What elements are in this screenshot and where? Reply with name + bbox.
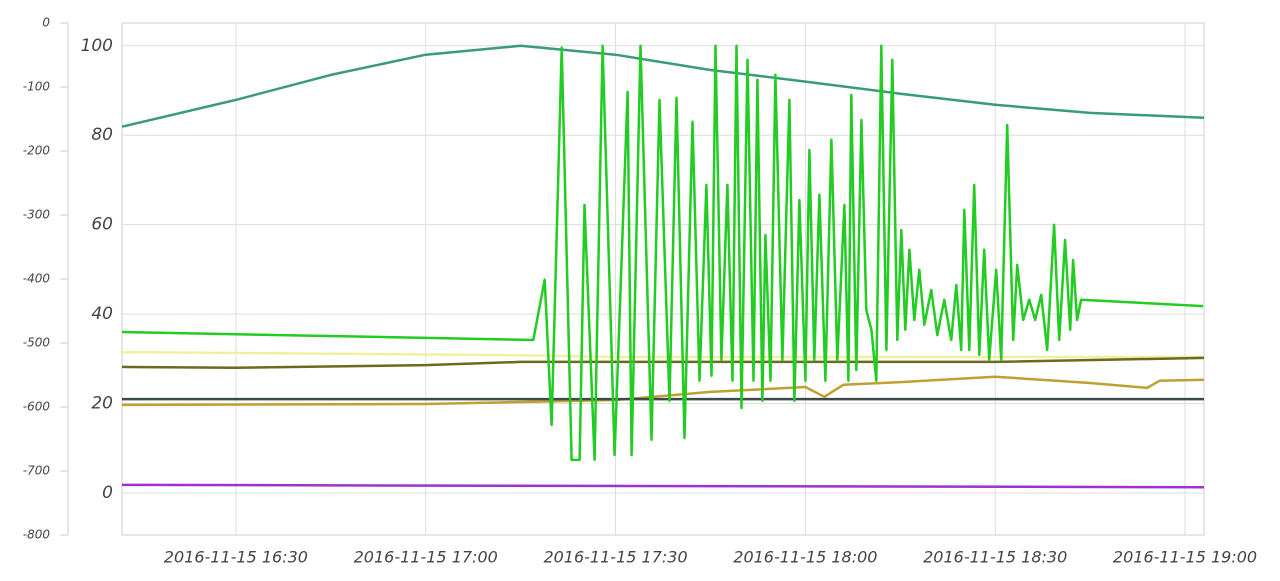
- x-tick-label: 2016-11-15 18:00: [733, 548, 877, 567]
- y-tick-label: 20: [91, 394, 113, 414]
- line: [121, 375, 1205, 407]
- x-tick-label: 2016-11-15 17:30: [543, 548, 687, 567]
- plot-frame: [121, 22, 1205, 536]
- x-tick-label: 2016-11-15 19:00: [1113, 548, 1257, 567]
- x-tick-label: 2016-11-15 18:30: [923, 548, 1067, 567]
- line: [121, 483, 1205, 489]
- y-tick-label: 60: [91, 215, 113, 235]
- line: [121, 350, 1204, 359]
- y2-tick-label: -400: [23, 272, 51, 286]
- y-tick-label: 100: [81, 36, 113, 56]
- x-tick-label: 2016-11-15 16:30: [164, 548, 308, 567]
- y2-tick-label: -200: [23, 144, 51, 158]
- line: [121, 356, 1205, 370]
- x-tick-label: 2016-11-15 17:00: [354, 548, 498, 567]
- y2-tick-label: -500: [23, 336, 51, 350]
- y-tick-label: 0: [102, 483, 113, 503]
- y-tick-label: 80: [91, 125, 113, 145]
- y2-tick-label: -700: [23, 464, 51, 478]
- line: [121, 44, 1205, 128]
- y-tick-label: 40: [91, 304, 113, 324]
- y2-tick-label: 0: [42, 16, 50, 30]
- y2-tick-label: -100: [23, 80, 51, 94]
- y2-tick-label: -300: [23, 208, 51, 222]
- y2-tick-label: -800: [23, 528, 51, 542]
- line: [121, 44, 1204, 462]
- y2-tick-label: -600: [23, 400, 51, 414]
